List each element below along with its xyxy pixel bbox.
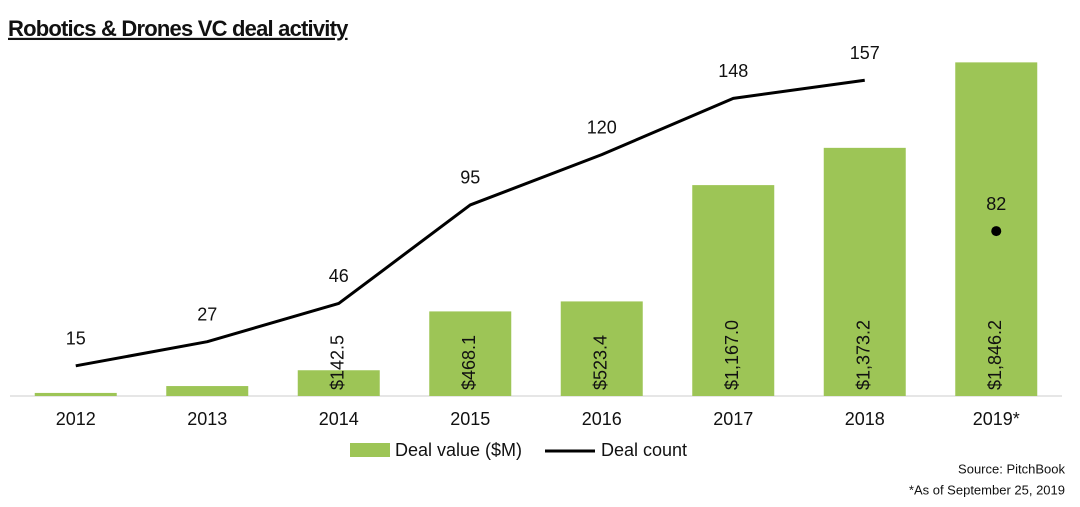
line-label: 95 (460, 168, 480, 188)
bar-label: $468.1 (459, 335, 479, 390)
x-tick-label: 2016 (582, 409, 622, 429)
bar (823, 147, 906, 396)
bar (692, 185, 775, 396)
legend-label: Deal count (601, 440, 687, 460)
x-tick-label: 2019* (973, 409, 1020, 429)
x-tick-label: 2014 (319, 409, 359, 429)
bar (560, 301, 643, 396)
note: *As of September 25, 2019 (909, 482, 1065, 497)
x-tick-label: 2018 (845, 409, 885, 429)
bar (429, 311, 512, 396)
bar-label: $1,846.2 (985, 320, 1005, 390)
line-label: 157 (850, 43, 880, 63)
line-label: 148 (718, 61, 748, 81)
bar (34, 392, 117, 396)
bar-label: $1,373.2 (854, 320, 874, 390)
line-label: 120 (587, 117, 617, 137)
bar (166, 386, 249, 396)
x-tick-label: 2017 (713, 409, 753, 429)
chart-title: Robotics & Drones VC deal activity (8, 16, 349, 41)
x-tick-label: 2015 (450, 409, 490, 429)
line-label: 82 (986, 194, 1006, 214)
line-label: 46 (329, 266, 349, 286)
source: Source: PitchBook (958, 461, 1065, 476)
deal-count-point (991, 226, 1002, 237)
legend-swatch (350, 443, 390, 457)
deal-count-line (75, 78, 865, 368)
line-label: 15 (66, 329, 86, 349)
line-label: 27 (197, 304, 217, 324)
bar-label: $142.5 (328, 335, 348, 390)
bar-label: $523.4 (591, 335, 611, 390)
bar (297, 370, 380, 396)
legend-label: Deal value ($M) (395, 440, 522, 460)
x-tick-label: 2013 (187, 409, 227, 429)
bar-label: $1,167.0 (722, 320, 742, 390)
x-tick-label: 2012 (56, 409, 96, 429)
